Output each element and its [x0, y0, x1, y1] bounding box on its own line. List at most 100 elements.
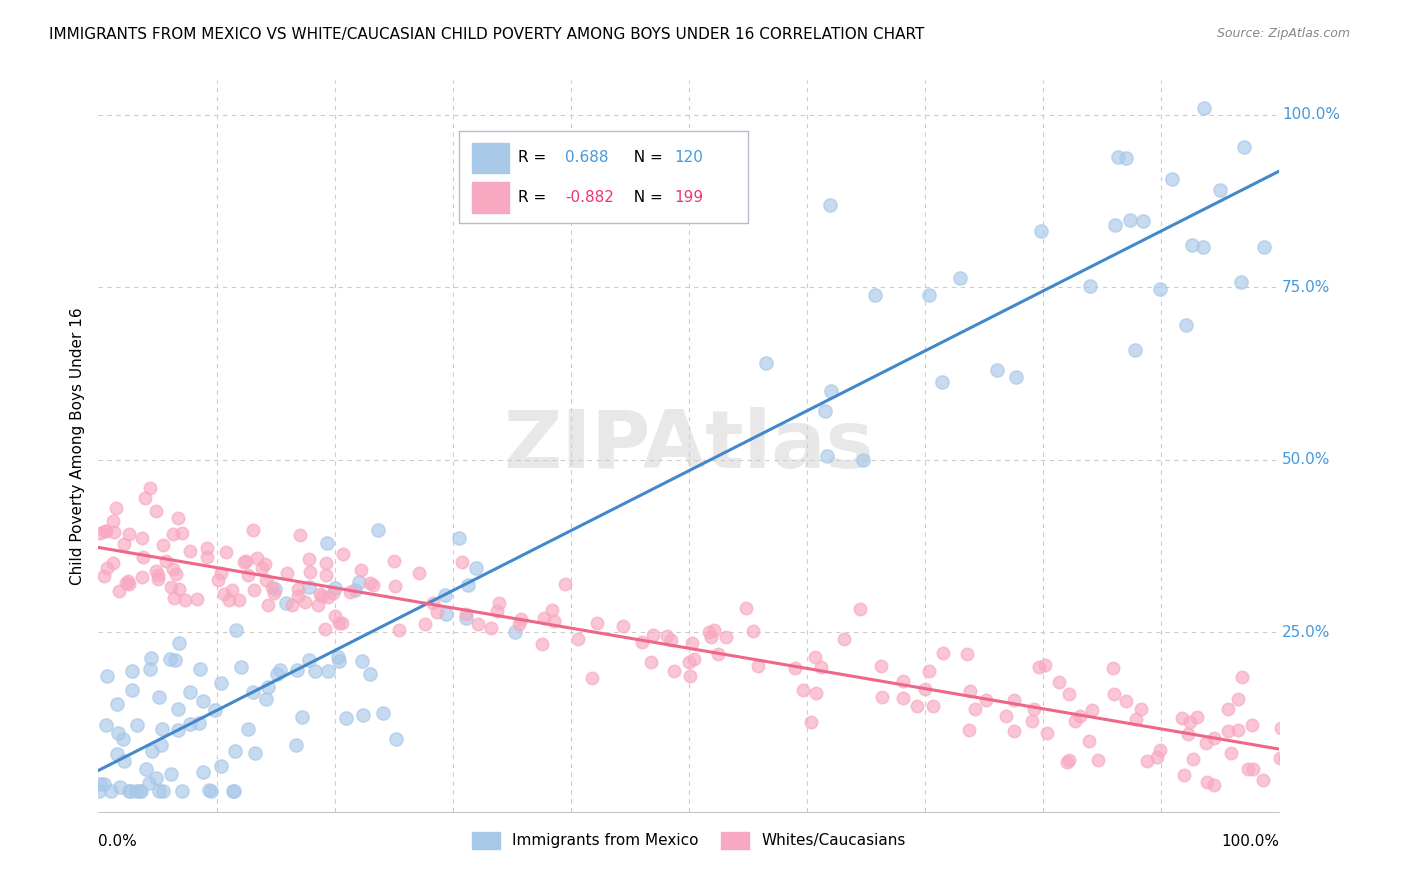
Point: [755, 356, 778, 370]
Point: [231, 659, 253, 673]
Point: [957, 723, 980, 737]
Point: [236, 567, 259, 582]
Point: [263, 586, 285, 600]
Point: [1119, 213, 1142, 227]
Point: [818, 198, 841, 212]
Text: N =: N =: [624, 190, 668, 205]
Point: [870, 690, 893, 704]
Point: [931, 375, 953, 389]
Point: [307, 599, 329, 613]
Point: [131, 531, 153, 545]
Point: [385, 732, 408, 747]
Point: [630, 635, 652, 649]
Point: [612, 619, 634, 633]
Point: [118, 784, 141, 798]
Point: [224, 744, 246, 758]
Point: [640, 656, 662, 670]
Point: [1149, 743, 1171, 757]
Point: [641, 628, 664, 642]
Point: [1282, 759, 1305, 773]
Point: [186, 591, 208, 606]
Point: [250, 561, 273, 575]
Point: [1227, 723, 1250, 737]
Text: IMMIGRANTS FROM MEXICO VS WHITE/CAUCASIAN CHILD POVERTY AMONG BOYS UNDER 16 CORR: IMMIGRANTS FROM MEXICO VS WHITE/CAUCASIA…: [49, 27, 925, 42]
Point: [193, 694, 215, 708]
Point: [1002, 723, 1025, 738]
Point: [190, 662, 212, 676]
Point: [914, 682, 936, 697]
Point: [1078, 279, 1101, 293]
Point: [242, 523, 264, 537]
Point: [316, 590, 339, 604]
Point: [179, 685, 201, 699]
Point: [294, 594, 316, 608]
Point: [134, 491, 156, 505]
Point: [330, 616, 353, 631]
Point: [1202, 778, 1225, 792]
Point: [1177, 726, 1199, 740]
Point: [138, 775, 160, 789]
Point: [1078, 734, 1101, 748]
Point: [804, 686, 827, 700]
Point: [1251, 773, 1274, 788]
Point: [956, 647, 979, 661]
Point: [1181, 752, 1204, 766]
Point: [163, 653, 186, 667]
Text: 0.688: 0.688: [565, 151, 609, 165]
Point: [150, 722, 173, 736]
Point: [118, 577, 141, 591]
Point: [118, 527, 141, 541]
Point: [124, 784, 146, 798]
Point: [1028, 660, 1050, 674]
Point: [191, 765, 214, 780]
Point: [152, 784, 174, 798]
Point: [1047, 675, 1070, 690]
Point: [100, 784, 122, 798]
Point: [803, 649, 825, 664]
Point: [1192, 240, 1215, 254]
Point: [949, 271, 972, 285]
Text: 199: 199: [675, 190, 704, 205]
Point: [800, 714, 823, 729]
Point: [107, 584, 129, 599]
Point: [233, 555, 256, 569]
Text: 25.0%: 25.0%: [1282, 624, 1330, 640]
Point: [367, 523, 389, 537]
Point: [681, 636, 703, 650]
Point: [145, 772, 167, 786]
Point: [254, 557, 277, 571]
Point: [254, 573, 277, 587]
Point: [285, 663, 308, 677]
Point: [195, 541, 218, 555]
Point: [891, 674, 914, 689]
Point: [1241, 718, 1264, 732]
Point: [1123, 343, 1146, 357]
Point: [456, 607, 478, 621]
Point: [222, 784, 245, 798]
Point: [285, 738, 308, 752]
Point: [1104, 218, 1126, 232]
Point: [1056, 755, 1078, 769]
Point: [132, 550, 155, 565]
Point: [1064, 714, 1087, 728]
Point: [1219, 746, 1241, 760]
Point: [863, 287, 886, 301]
Point: [1170, 710, 1192, 724]
Point: [870, 658, 893, 673]
Point: [1057, 752, 1080, 766]
Point: [1175, 318, 1198, 333]
Point: [141, 651, 163, 665]
Point: [350, 654, 373, 668]
Point: [163, 591, 186, 605]
Point: [742, 624, 765, 638]
Point: [683, 652, 706, 666]
Point: [103, 514, 125, 528]
Point: [1033, 657, 1056, 672]
Point: [1227, 692, 1250, 706]
Point: [254, 692, 277, 706]
Point: [94, 718, 117, 732]
Point: [852, 453, 875, 467]
FancyBboxPatch shape: [471, 182, 509, 213]
Point: [1115, 151, 1137, 165]
Point: [152, 538, 174, 552]
